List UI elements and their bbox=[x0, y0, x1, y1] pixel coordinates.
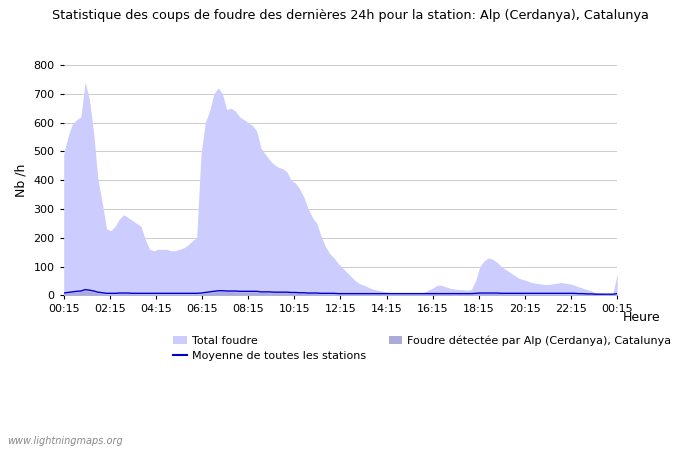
Text: www.lightningmaps.org: www.lightningmaps.org bbox=[7, 436, 122, 446]
Text: Statistique des coups de foudre des dernières 24h pour la station: Alp (Cerdanya: Statistique des coups de foudre des dern… bbox=[52, 9, 648, 22]
Text: Heure: Heure bbox=[623, 311, 660, 324]
Y-axis label: Nb /h: Nb /h bbox=[15, 163, 28, 197]
Legend: Total foudre, Moyenne de toutes les stations, Foudre détectée par Alp (Cerdanya): Total foudre, Moyenne de toutes les stat… bbox=[169, 331, 676, 366]
